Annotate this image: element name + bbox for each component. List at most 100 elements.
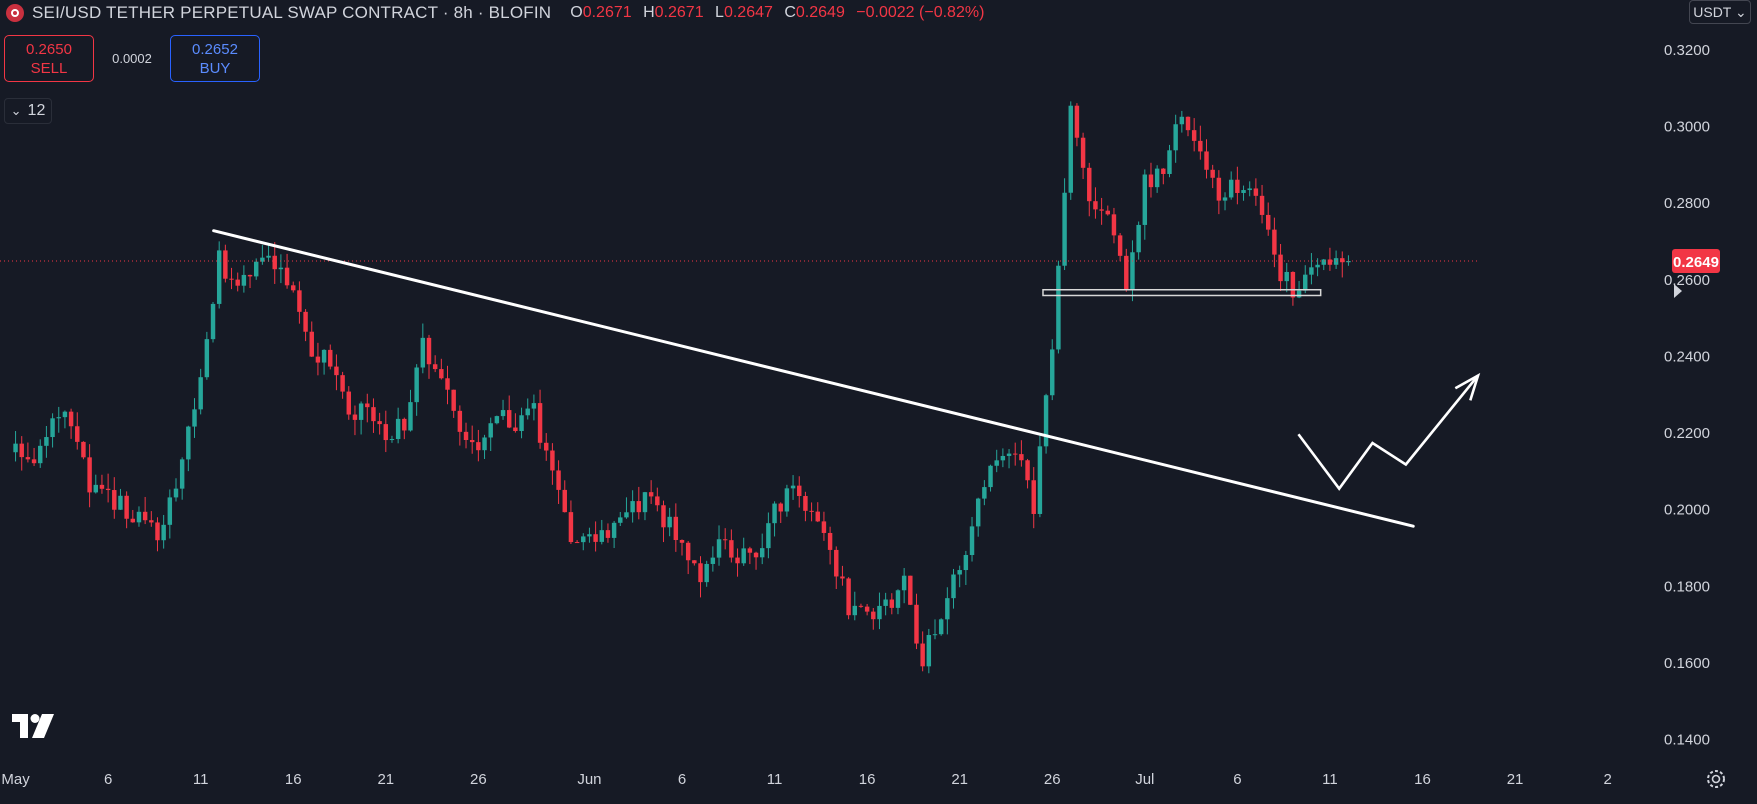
symbol-title[interactable]: SEI/USD TETHER PERPETUAL SWAP CONTRACT ·… <box>32 3 552 22</box>
symbol-logo-icon[interactable] <box>6 4 24 22</box>
time-tick-label: 16 <box>1414 771 1431 788</box>
candle-body <box>13 443 18 453</box>
candle-body <box>1111 214 1117 236</box>
candle-body <box>772 503 777 524</box>
candle-body <box>229 278 234 280</box>
candle-body <box>253 261 259 277</box>
candle-body <box>68 411 74 427</box>
candle-body <box>1204 151 1209 170</box>
time-tick-label: 11 <box>767 771 783 788</box>
candle-body <box>173 488 179 498</box>
candle-body <box>667 516 672 528</box>
candle-body <box>81 441 86 458</box>
indicators-toggle[interactable]: ⌄ 12 <box>4 98 52 124</box>
candle-body <box>1099 209 1104 211</box>
candle-body <box>827 532 833 550</box>
candle-body <box>716 539 722 558</box>
change-value: −0.0022 (−0.82%) <box>856 4 985 21</box>
candle-body <box>1315 264 1320 268</box>
candle-body <box>1272 229 1277 255</box>
candle-body <box>513 427 518 432</box>
candle-body <box>50 418 55 438</box>
sell-button[interactable]: 0.2650 SELL <box>4 35 94 82</box>
candle-body <box>710 557 716 564</box>
candle-body <box>747 548 753 553</box>
time-tick-label: 16 <box>859 771 876 788</box>
low-label: L <box>715 4 724 21</box>
candle-body <box>1087 167 1092 202</box>
candle-body <box>648 492 654 497</box>
candle-body <box>568 512 574 543</box>
candle-body <box>636 501 642 513</box>
candle-body <box>334 366 339 376</box>
candle-body <box>463 431 469 441</box>
candle-body <box>297 290 302 312</box>
candle-body <box>544 442 549 451</box>
candle-body <box>1117 235 1123 256</box>
last-price-label: 0.2649 <box>1673 254 1719 271</box>
candle-body <box>581 536 586 543</box>
candle-body <box>895 590 901 608</box>
candle-body <box>75 426 80 442</box>
indicators-count: 12 <box>27 102 46 119</box>
candle-body <box>161 524 166 541</box>
time-tick-label: 16 <box>285 771 302 788</box>
tradingview-logo-icon[interactable] <box>10 712 56 740</box>
candle-body <box>1080 137 1086 168</box>
candle-body <box>266 255 271 258</box>
candle-body <box>192 409 197 427</box>
candle-body <box>840 576 845 579</box>
candle-body <box>605 530 611 538</box>
sell-label: SELL <box>30 59 68 77</box>
candle-body <box>1093 201 1098 210</box>
close-value: 0.2649 <box>795 4 845 21</box>
chart-header: SEI/USD TETHER PERPETUAL SWAP CONTRACT ·… <box>0 0 984 26</box>
currency-select[interactable]: USDT ⌄ <box>1689 0 1751 24</box>
candle-body <box>1050 349 1055 396</box>
candle-body <box>445 378 450 390</box>
candle-body <box>1222 197 1228 201</box>
candle-body <box>618 517 623 523</box>
price-tick-label: 0.2000 <box>1664 502 1710 519</box>
time-tick-label: 26 <box>1044 771 1061 788</box>
candle-body <box>149 520 154 523</box>
candle-body <box>1136 224 1141 253</box>
candle-body <box>457 410 463 432</box>
price-tick-label: 0.1400 <box>1664 732 1710 749</box>
candle-body <box>395 418 401 440</box>
candle-body <box>1340 258 1345 263</box>
high-value: 0.2671 <box>654 4 704 21</box>
candle-body <box>1284 271 1289 282</box>
time-tick-label: May <box>1 771 30 788</box>
projection-path-drawing <box>1297 374 1480 491</box>
candle-body <box>235 279 240 286</box>
candle-body <box>531 403 537 409</box>
time-tick-label: 21 <box>951 771 968 788</box>
candle-body <box>908 575 913 605</box>
candle-body <box>38 445 43 464</box>
candle-body <box>778 503 783 512</box>
candle-body <box>1167 150 1172 174</box>
candle-body <box>784 488 790 512</box>
candle-body <box>988 465 993 488</box>
candle-body <box>105 488 111 491</box>
candle-body <box>155 522 160 541</box>
candle-body <box>482 437 487 451</box>
candle-body <box>766 523 771 549</box>
buy-button[interactable]: 0.2652 BUY <box>170 35 260 82</box>
candle-body <box>1259 195 1265 215</box>
candle-body <box>1056 265 1061 350</box>
candle-body <box>951 574 956 599</box>
candle-body <box>1043 395 1049 447</box>
candle-body <box>630 501 635 513</box>
candle-body <box>969 526 975 556</box>
candle-body <box>179 459 185 489</box>
candle-body <box>1241 190 1246 193</box>
candle-body <box>883 599 888 606</box>
candle-body <box>198 377 203 410</box>
candle-body <box>685 542 691 561</box>
candle-body <box>377 421 382 425</box>
candle-body <box>204 339 210 378</box>
candle-body <box>328 349 333 367</box>
